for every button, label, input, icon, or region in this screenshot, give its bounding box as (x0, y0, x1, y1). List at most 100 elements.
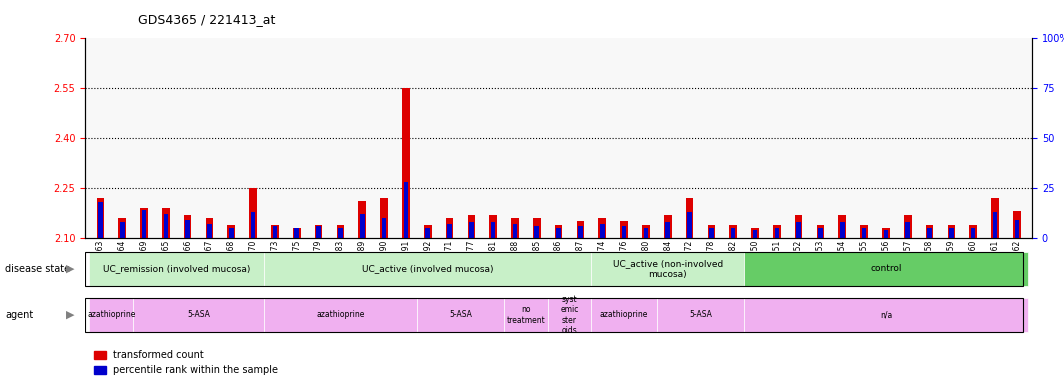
Bar (98, 202, 103, 238)
Bar (446, 218, 453, 238)
Bar (752, 230, 758, 238)
Bar (336, 225, 345, 238)
Bar (184, 215, 192, 238)
Text: azathioprine: azathioprine (600, 310, 648, 319)
Bar (598, 218, 606, 238)
FancyBboxPatch shape (89, 252, 264, 286)
Bar (861, 225, 868, 238)
Bar (816, 225, 825, 238)
FancyBboxPatch shape (744, 252, 1028, 286)
Bar (142, 210, 147, 238)
Bar (513, 224, 517, 238)
Bar (577, 222, 584, 238)
Bar (969, 225, 977, 238)
Bar (272, 226, 278, 238)
Bar (927, 228, 932, 238)
Bar (185, 220, 190, 238)
FancyBboxPatch shape (264, 298, 417, 332)
FancyBboxPatch shape (264, 252, 592, 286)
Text: 5-ASA: 5-ASA (449, 310, 471, 319)
Bar (709, 228, 714, 238)
Text: 5-ASA: 5-ASA (689, 310, 712, 319)
Bar (664, 215, 671, 238)
Bar (729, 225, 737, 238)
FancyBboxPatch shape (592, 298, 656, 332)
Bar (118, 218, 126, 238)
Bar (578, 226, 583, 238)
Bar (511, 218, 519, 238)
Bar (992, 198, 999, 238)
Bar (905, 222, 910, 238)
Bar (838, 215, 846, 238)
Bar (338, 228, 343, 238)
Text: azathioprine: azathioprine (316, 310, 365, 319)
FancyBboxPatch shape (656, 298, 744, 332)
Bar (447, 224, 452, 238)
Text: UC_active (non-involved
mucosa): UC_active (non-involved mucosa) (613, 259, 722, 278)
Bar (423, 225, 432, 238)
Text: no
treatment: no treatment (506, 305, 545, 324)
Bar (621, 226, 627, 238)
Bar (359, 202, 366, 238)
Bar (489, 215, 497, 238)
Bar (295, 228, 299, 238)
Bar (687, 212, 692, 238)
Bar (883, 230, 888, 238)
Bar (271, 225, 279, 238)
Bar (685, 198, 694, 238)
Bar (162, 208, 169, 238)
Text: agent: agent (5, 310, 34, 320)
Bar (839, 222, 845, 238)
Text: ▶: ▶ (66, 310, 74, 320)
Bar (251, 212, 255, 238)
Bar (796, 222, 801, 238)
Bar (1013, 212, 1020, 238)
Bar (315, 225, 322, 238)
Bar (207, 224, 212, 238)
Bar (993, 212, 997, 238)
Bar (228, 225, 235, 238)
Bar (818, 228, 822, 238)
Bar (948, 225, 955, 238)
Bar (316, 226, 321, 238)
Bar (751, 228, 759, 238)
Text: GDS4365 / 221413_at: GDS4365 / 221413_at (138, 13, 276, 26)
Bar (249, 188, 256, 238)
Bar (360, 214, 365, 238)
FancyBboxPatch shape (89, 298, 133, 332)
Bar (380, 198, 388, 238)
Bar (970, 228, 976, 238)
Text: 5-ASA: 5-ASA (187, 310, 210, 319)
Bar (469, 222, 473, 238)
Text: syst
emic
ster
oids: syst emic ster oids (561, 295, 579, 335)
Bar (293, 228, 301, 238)
Bar (467, 215, 476, 238)
Bar (772, 225, 781, 238)
Bar (491, 222, 496, 238)
FancyBboxPatch shape (504, 298, 548, 332)
Bar (600, 224, 604, 238)
Bar (644, 228, 648, 238)
Legend: transformed count, percentile rank within the sample: transformed count, percentile rank withi… (90, 346, 282, 379)
FancyBboxPatch shape (744, 298, 1028, 332)
Bar (708, 225, 715, 238)
Text: ▶: ▶ (66, 264, 74, 274)
Text: UC_active (involved mucosa): UC_active (involved mucosa) (362, 264, 494, 273)
Bar (554, 225, 563, 238)
Bar (775, 228, 779, 238)
Bar (120, 222, 124, 238)
Text: disease state: disease state (5, 264, 70, 274)
Bar (426, 228, 430, 238)
Bar (904, 215, 912, 238)
Bar (205, 218, 213, 238)
FancyBboxPatch shape (133, 298, 264, 332)
Bar (731, 228, 735, 238)
Bar (382, 218, 386, 238)
Bar (862, 228, 866, 238)
Bar (620, 222, 628, 238)
Bar (97, 198, 104, 238)
Bar (556, 228, 561, 238)
FancyBboxPatch shape (592, 252, 744, 286)
Bar (533, 218, 541, 238)
Bar (534, 226, 539, 238)
